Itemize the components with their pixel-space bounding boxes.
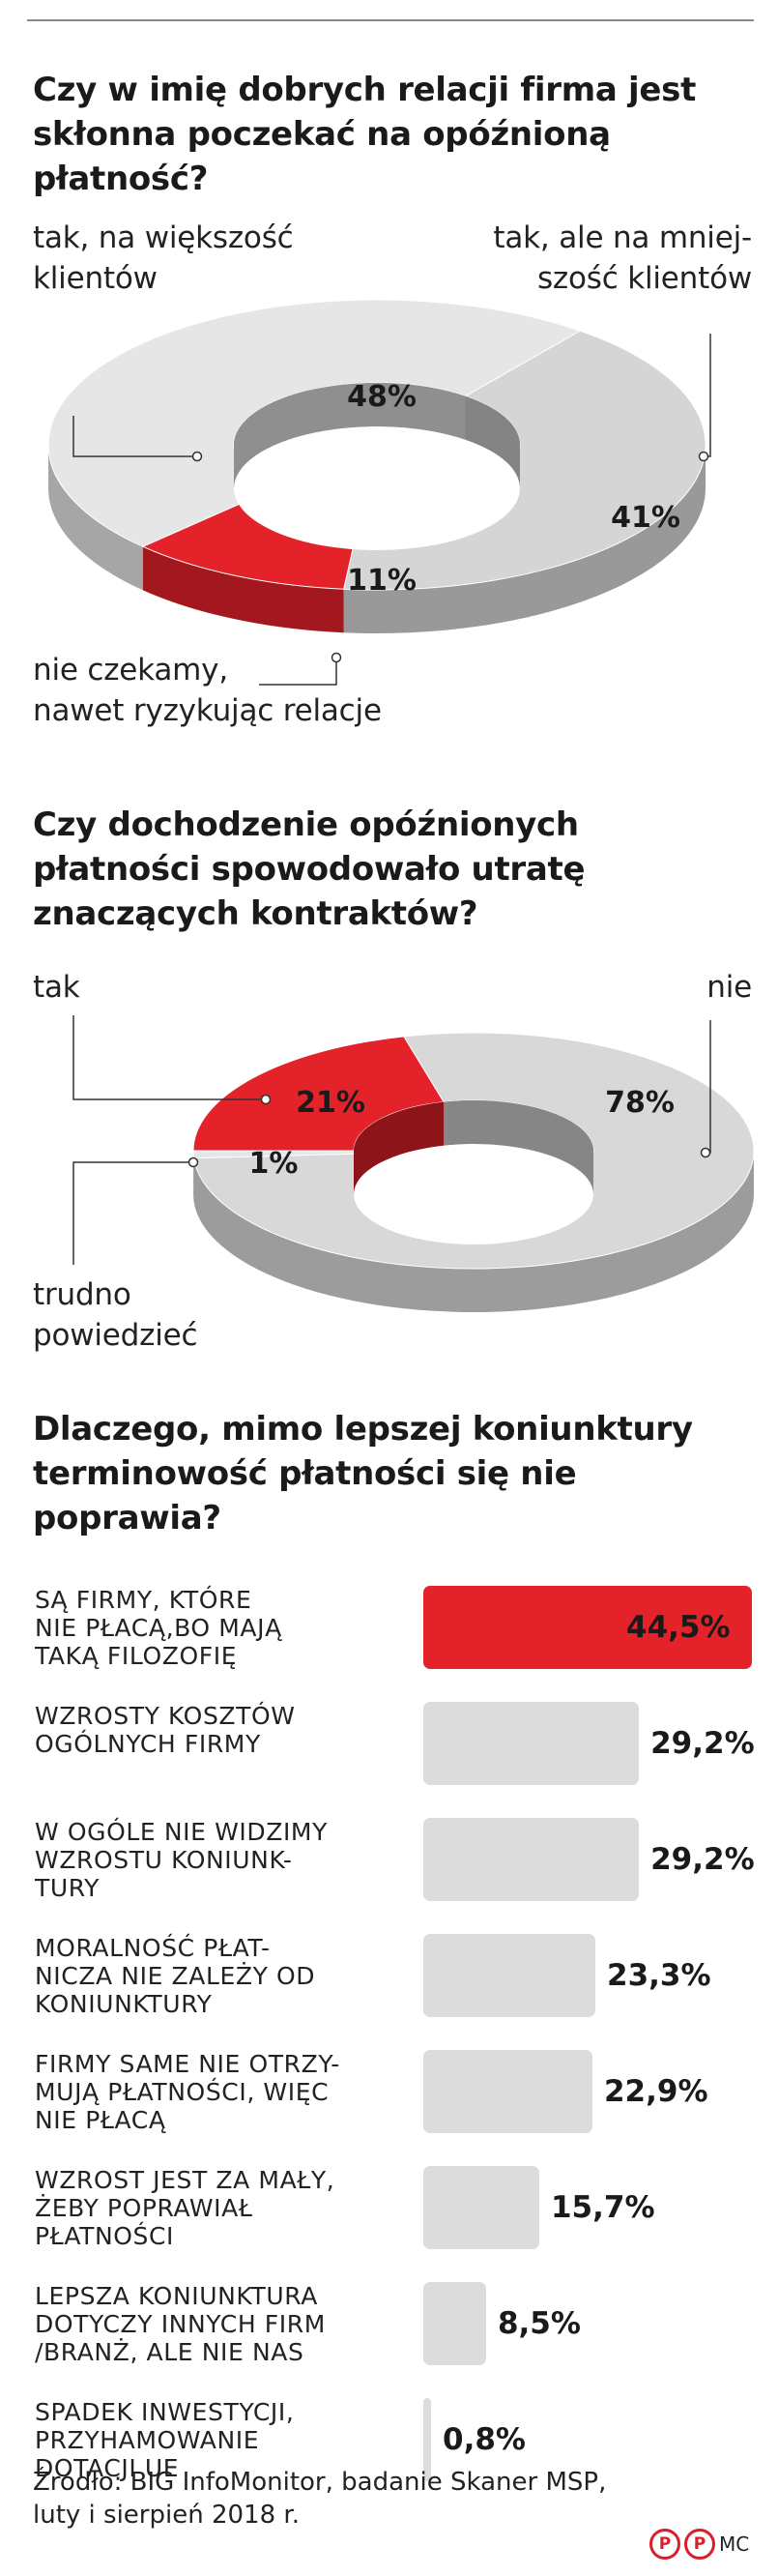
callout-leader: [72, 416, 197, 457]
bar-category-label: SĄ FIRMY, KTÓRE NIE PŁACĄ,BO MAJĄ TAKĄ F…: [35, 1586, 282, 1670]
chart2-callout-no: nie: [706, 970, 752, 1005]
chart1-donut: 48% 41% 11%: [47, 299, 711, 686]
callout-dot: [187, 1156, 199, 1168]
chart1-title: Czy w imię dobrych relacji firma jest sk…: [33, 71, 697, 198]
bar-category-label: MORALNOŚĆ PŁAT- NICZA NIE ZALEŻY OD KONI…: [35, 1934, 316, 2018]
credit: P P MC: [649, 2529, 749, 2560]
source-line-1: Źródło: BIG InfoMonitor, badanie Skaner …: [33, 2468, 607, 2497]
chart2-callout-yes: tak: [33, 970, 80, 1005]
bar-category-label: FIRMY SAME NIE OTRZY- MUJĄ PŁATNOŚCI, WI…: [35, 2050, 340, 2134]
slice-value-label: 11%: [347, 564, 417, 598]
chart2-donut: 21% 78% 1%: [72, 1015, 755, 1312]
chart1-callout-no-wait: nie czekamy, nawet ryzykując relacje: [33, 653, 382, 728]
bar: [423, 1586, 752, 1669]
donut-hole-wall-front-0: [354, 1101, 445, 1194]
bar: [423, 2282, 486, 2365]
bar-category-label: SPADEK INWESTYCJI, PRZYHAMOWANIE DOTACJI…: [35, 2398, 295, 2482]
callout-dot: [260, 1094, 272, 1105]
callout-dot: [698, 451, 709, 462]
slice-value-label: 41%: [611, 501, 680, 535]
chart3-title: Dlaczego, mimo lepszej koniunktury termi…: [33, 1410, 693, 1537]
donut-wall-1: [343, 445, 706, 633]
donut-wall-2: [142, 546, 344, 633]
slice-value-label: 48%: [347, 380, 417, 414]
callout-dot: [331, 652, 342, 663]
chart2-title: Czy dochodzenie opóźnionych płatności sp…: [33, 805, 586, 933]
chart1-callout-minority: tak, ale na mniej- szość klientów: [493, 220, 752, 296]
donut-hole: [354, 1144, 593, 1244]
slice-value-label: 1%: [249, 1147, 299, 1181]
bar-value-label: 0,8%: [443, 2422, 526, 2457]
callout-leader: [259, 658, 337, 686]
callout-leader: [72, 1161, 193, 1265]
bar: [423, 2398, 431, 2481]
top-rule: [27, 19, 754, 21]
bar-value-label: 29,2%: [650, 1726, 755, 1761]
donut-hole-wall-front-0: [234, 383, 466, 488]
donut-wall-0: [48, 445, 143, 591]
publisher-logo-icon: P: [649, 2529, 680, 2560]
slice-value-label: 21%: [296, 1086, 365, 1120]
source-note: Źródło: BIG InfoMonitor, badanie Skaner …: [33, 2466, 606, 2532]
chart1-callout-majority: tak, na większość klientów: [33, 220, 294, 296]
callout-dot: [191, 451, 203, 462]
bar: [423, 1702, 640, 1785]
chart2-callout-hard-to-say: trudno powiedzieć: [33, 1277, 198, 1353]
donut-hole-wall-front-1: [465, 395, 520, 488]
slice-value-label: 78%: [605, 1086, 675, 1120]
callout-leader: [72, 1015, 266, 1100]
bar: [423, 2166, 539, 2249]
publisher-logo-icon-2: P: [684, 2529, 715, 2560]
bar: [423, 2050, 592, 2133]
donut-wall-1: [193, 1151, 754, 1312]
bar-value-label: 15,7%: [550, 2190, 655, 2225]
bar-value-label: 44,5%: [626, 1610, 731, 1645]
donut-hole: [234, 426, 520, 550]
donut-hole-wall-front-1: [444, 1100, 593, 1194]
bar-value-label: 8,5%: [497, 2306, 581, 2341]
bar-category-label: LEPSZA KONIUNKTURA DOTYCZY INNYCH FIRM /…: [35, 2282, 326, 2366]
bar-category-label: WZROSTY KOSZTÓW OGÓLNYCH FIRMY: [35, 1702, 296, 1758]
callout-dot: [700, 1147, 711, 1158]
bar-value-label: 23,3%: [607, 1958, 711, 1993]
bar-category-label: W OGÓLE NIE WIDZIMY WZROSTU KONIUNK- TUR…: [35, 1818, 328, 1902]
source-line-2: luty i sierpień 2018 r.: [33, 2501, 300, 2530]
bar-value-label: 29,2%: [650, 1842, 755, 1877]
bar: [423, 1934, 596, 2017]
bar-category-label: WZROST JEST ZA MAŁY, ŻEBY POPRAWIAŁ PŁAT…: [35, 2166, 335, 2250]
bar: [423, 1818, 640, 1901]
author-initials: MC: [719, 2532, 750, 2556]
bar-value-label: 22,9%: [603, 2074, 708, 2109]
